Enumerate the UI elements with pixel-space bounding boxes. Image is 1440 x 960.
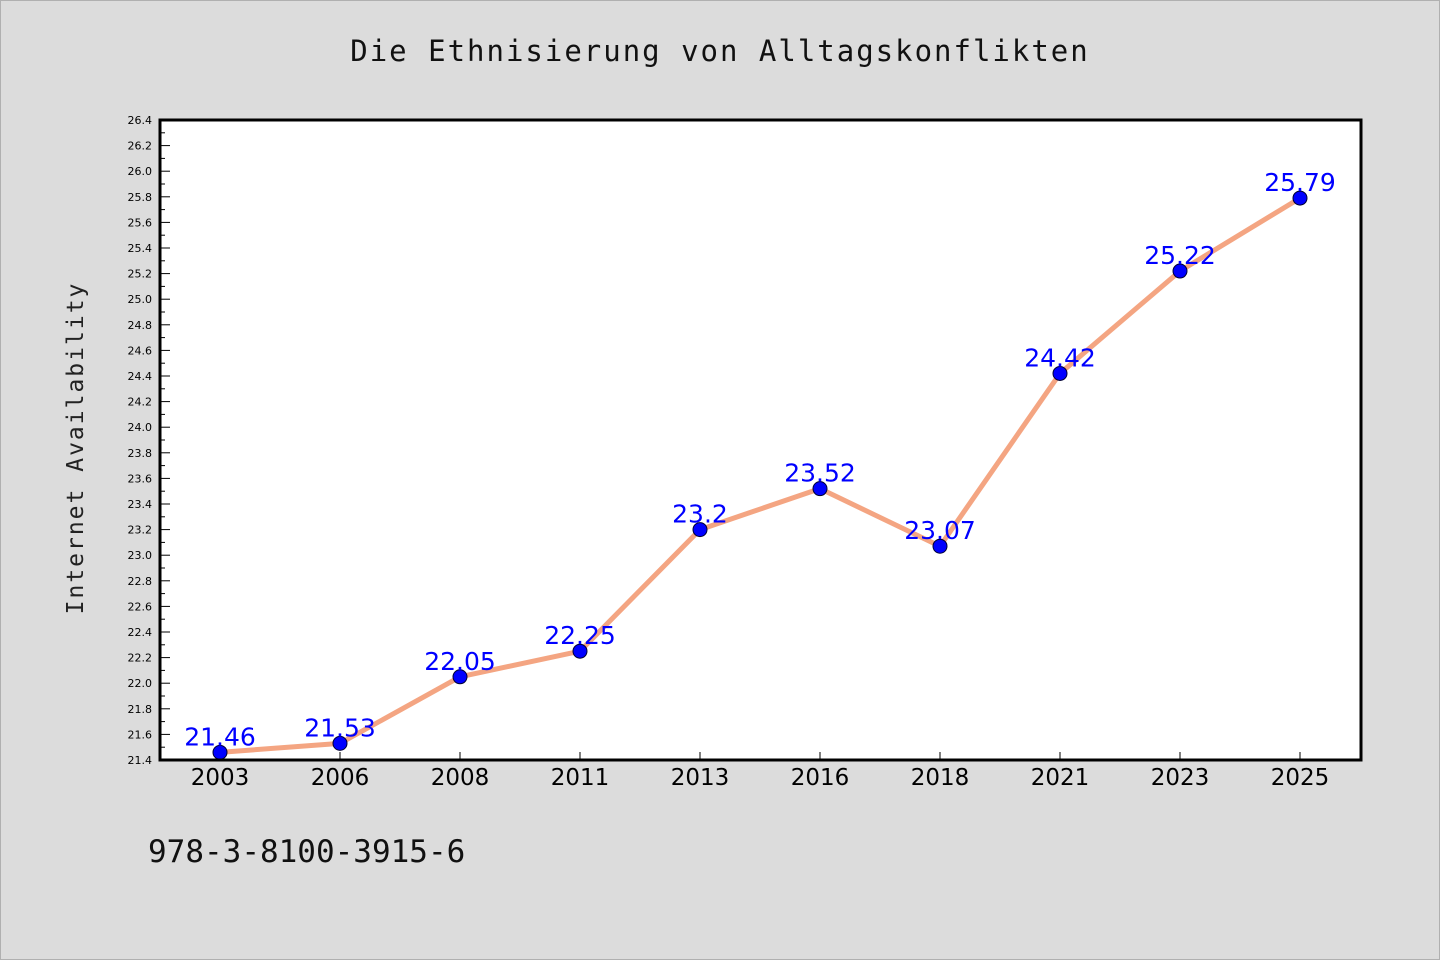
y-tick-label: 26.4 bbox=[128, 114, 153, 127]
data-point bbox=[1292, 190, 1308, 206]
y-tick-label: 22.2 bbox=[128, 652, 153, 665]
y-tick-label: 24.8 bbox=[128, 319, 153, 332]
data-point bbox=[572, 643, 588, 659]
data-point bbox=[1172, 263, 1188, 279]
x-tick-label: 2011 bbox=[551, 765, 610, 791]
y-tick-label: 25.8 bbox=[128, 191, 153, 204]
y-tick-label: 22.8 bbox=[128, 575, 153, 588]
data-label: 25.22 bbox=[1144, 241, 1216, 270]
y-tick-label: 26.0 bbox=[128, 165, 153, 178]
data-label: 23.07 bbox=[904, 516, 976, 545]
y-tick-label: 21.8 bbox=[128, 703, 153, 716]
plot-area bbox=[160, 120, 1361, 760]
y-tick-label: 25.6 bbox=[128, 216, 153, 229]
data-point bbox=[332, 735, 348, 751]
y-tick-label: 25.2 bbox=[128, 268, 153, 281]
data-point bbox=[1052, 365, 1068, 381]
y-tick-label: 23.0 bbox=[128, 549, 153, 562]
data-label: 21.53 bbox=[304, 713, 376, 742]
y-tick-label: 23.6 bbox=[128, 472, 153, 485]
y-tick-label: 24.2 bbox=[128, 396, 153, 409]
data-label: 21.46 bbox=[184, 722, 256, 751]
series-line bbox=[217, 195, 1303, 755]
y-tick-label: 24.0 bbox=[128, 421, 153, 434]
x-tick-label: 2021 bbox=[1031, 765, 1090, 791]
y-tick-label: 23.8 bbox=[128, 447, 153, 460]
x-tick-label: 2006 bbox=[311, 765, 370, 791]
data-label: 23.2 bbox=[672, 500, 728, 529]
y-tick-label: 21.4 bbox=[128, 754, 153, 767]
y-tick-label: 25.0 bbox=[128, 293, 153, 306]
y-tick-label: 25.4 bbox=[128, 242, 153, 255]
x-tick-label: 2025 bbox=[1271, 765, 1330, 791]
y-tick-label: 22.0 bbox=[128, 677, 153, 690]
y-tick-label: 24.4 bbox=[128, 370, 153, 383]
data-point bbox=[692, 522, 708, 538]
y-tick-label: 23.2 bbox=[128, 524, 153, 537]
y-tick-label: 22.4 bbox=[128, 626, 153, 639]
x-tick-label: 2008 bbox=[431, 765, 490, 791]
plot-border bbox=[158, 118, 1363, 762]
data-point bbox=[812, 481, 828, 497]
footer-id: 978-3-8100-3915-6 bbox=[148, 834, 466, 870]
chart-title: Die Ethnisierung von Alltagskonflikten bbox=[350, 34, 1090, 68]
data-label: 23.52 bbox=[784, 459, 856, 488]
data-point bbox=[452, 669, 468, 685]
y-tick-label: 23.4 bbox=[128, 498, 153, 511]
data-label: 22.25 bbox=[544, 621, 616, 650]
data-point bbox=[932, 538, 948, 554]
y-tick-label: 22.6 bbox=[128, 600, 153, 613]
y-tick-label: 26.2 bbox=[128, 140, 153, 153]
y-tick-label: 21.6 bbox=[128, 728, 153, 741]
data-label: 24.42 bbox=[1024, 343, 1096, 372]
y-tick-label: 24.6 bbox=[128, 344, 153, 357]
x-tick-label: 2018 bbox=[911, 765, 970, 791]
x-tick-label: 2013 bbox=[671, 765, 730, 791]
x-tick-label: 2016 bbox=[791, 765, 850, 791]
data-label: 22.05 bbox=[424, 647, 496, 676]
data-label: 25.79 bbox=[1264, 168, 1336, 197]
x-tick-label: 2003 bbox=[191, 765, 250, 791]
x-tick-label: 2023 bbox=[1151, 765, 1210, 791]
